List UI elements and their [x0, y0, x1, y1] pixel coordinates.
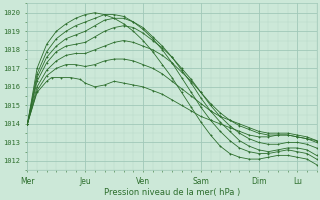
X-axis label: Pression niveau de la mer( hPa ): Pression niveau de la mer( hPa ) — [104, 188, 240, 197]
